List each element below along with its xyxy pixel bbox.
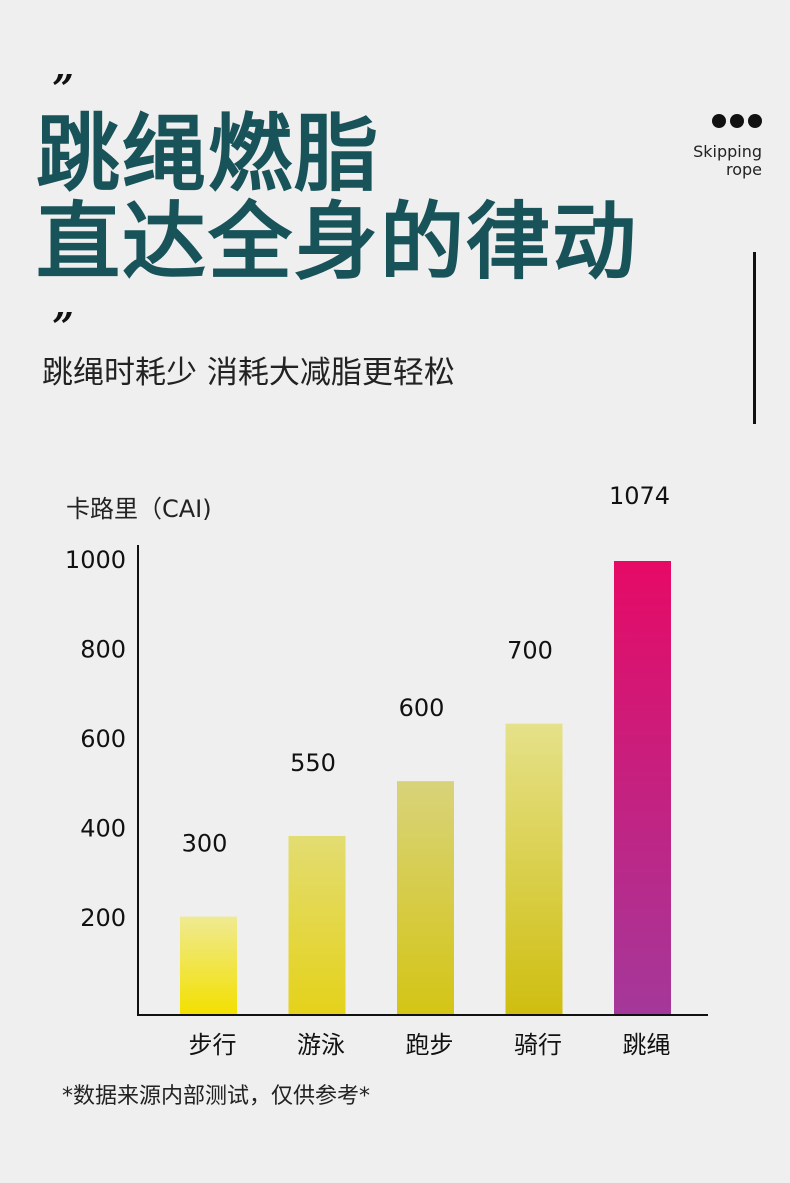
side-label-line-2: rope (725, 160, 762, 179)
bar-2 (397, 781, 454, 1014)
category-labels: 步行 游泳 跑步 骑行 跳绳 (189, 1031, 671, 1059)
data-label: 300 (182, 830, 228, 858)
y-axis-title: 卡路里（CAI) (66, 495, 212, 523)
category-label: 骑行 (514, 1031, 562, 1059)
bar-4 (614, 561, 671, 1014)
dots-icon (712, 114, 762, 128)
category-label: 跑步 (406, 1031, 454, 1059)
bar-1 (288, 835, 346, 1014)
footnote: *数据来源内部测试，仅供参考* (62, 1084, 371, 1109)
y-tick-label: 200 (80, 904, 126, 932)
category-label: 跳绳 (623, 1031, 671, 1059)
data-labels: 300 550 600 700 1074 (182, 482, 670, 858)
side-label-line-1: Skipping (693, 142, 762, 161)
category-label: 步行 (189, 1031, 237, 1059)
headline-line-2: 直达全身的律动 (36, 193, 639, 291)
side-divider-line (753, 252, 756, 424)
data-label: 700 (507, 637, 553, 665)
bar-0 (180, 916, 237, 1014)
data-label: 550 (290, 749, 336, 777)
data-label: 600 (399, 694, 445, 722)
bar-3 (505, 723, 563, 1014)
subtitle: 跳绳时耗少 消耗大减脂更轻松 (42, 355, 455, 391)
y-tick-labels: 1000 800 600 400 200 (65, 546, 126, 932)
side-label: Skipping rope (693, 143, 762, 179)
y-tick-label: 600 (80, 725, 126, 753)
bars (180, 561, 671, 1014)
headline-line-1: 跳绳燃脂 (36, 105, 381, 203)
y-tick-label: 400 (80, 815, 126, 843)
quote-mark-open: ” (52, 66, 74, 111)
data-label: 1074 (609, 482, 670, 510)
category-label: 游泳 (297, 1031, 345, 1059)
y-tick-label: 1000 (65, 546, 126, 574)
y-tick-label: 800 (80, 636, 126, 664)
quote-mark-close: ” (52, 304, 74, 349)
